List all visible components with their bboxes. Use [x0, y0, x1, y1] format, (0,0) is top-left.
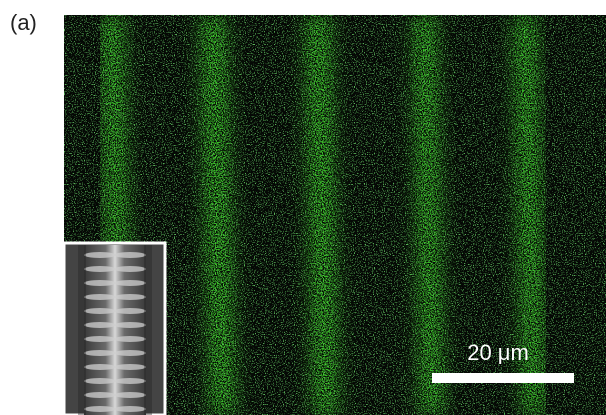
- scale-bar-line: [432, 373, 574, 383]
- page: (a) 20 μm (() => { const data = JSON.par…: [0, 0, 606, 415]
- figure: (a) 20 μm: [0, 0, 606, 415]
- scale-bar-label: 20 μm: [467, 340, 529, 365]
- inset-image: [64, 243, 165, 415]
- panel-label: (a): [10, 10, 37, 35]
